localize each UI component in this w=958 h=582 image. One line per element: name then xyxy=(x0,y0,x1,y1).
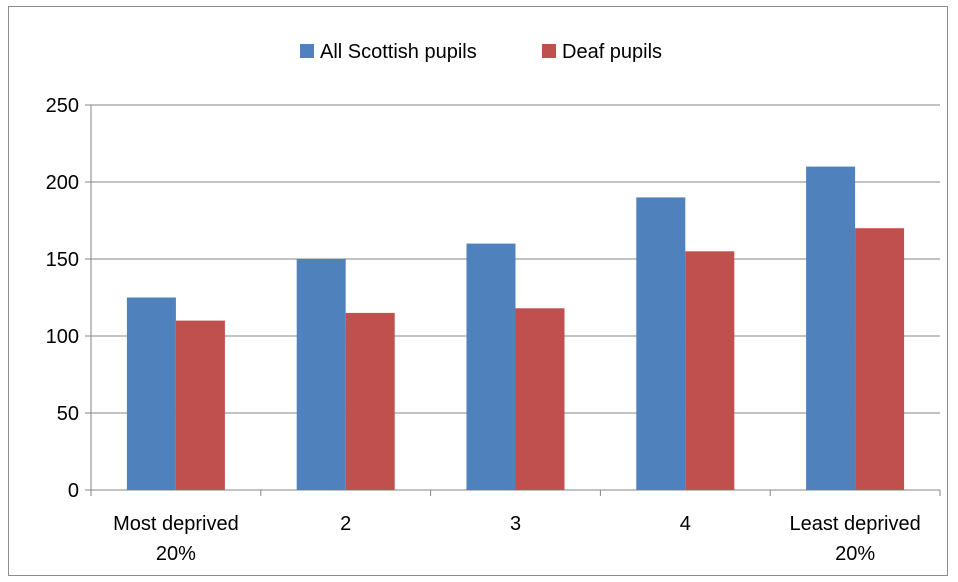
x-tick-label-line: 20% xyxy=(835,543,875,565)
x-tick-label: 4 xyxy=(680,513,691,535)
y-tick-label: 0 xyxy=(68,480,79,502)
bar xyxy=(515,308,565,490)
x-tick-label-line: 3 xyxy=(510,513,521,535)
y-tick-label: 200 xyxy=(46,172,79,194)
y-tick-label: 50 xyxy=(57,403,79,425)
legend-swatch xyxy=(542,44,556,58)
bar xyxy=(466,243,516,490)
bar xyxy=(636,197,686,490)
legend-label: Deaf pupils xyxy=(562,41,662,63)
bar xyxy=(126,297,176,490)
legend-label: All Scottish pupils xyxy=(320,41,477,63)
y-tick-label: 150 xyxy=(46,249,79,271)
x-tick-label-line: Most deprived xyxy=(113,513,239,535)
x-tick-label: 3 xyxy=(510,513,521,535)
x-tick-label: Least deprived 20% xyxy=(789,513,920,565)
bar xyxy=(855,228,905,490)
x-tick-label-line: Least deprived xyxy=(789,513,920,535)
bar xyxy=(806,166,856,490)
y-tick-label: 100 xyxy=(46,326,79,348)
legend-swatch xyxy=(300,44,314,58)
bar xyxy=(685,251,735,490)
x-tick-label-line: 20% xyxy=(156,543,196,565)
x-tick-label-line: 2 xyxy=(340,513,351,535)
x-tick-label-line: 4 xyxy=(680,513,691,535)
y-tick-label: 250 xyxy=(46,95,79,117)
x-tick-label: Most deprived 20% xyxy=(113,513,239,565)
x-tick-label: 2 xyxy=(340,513,351,535)
bar xyxy=(345,312,395,490)
bar xyxy=(296,259,346,490)
bar xyxy=(175,320,225,490)
